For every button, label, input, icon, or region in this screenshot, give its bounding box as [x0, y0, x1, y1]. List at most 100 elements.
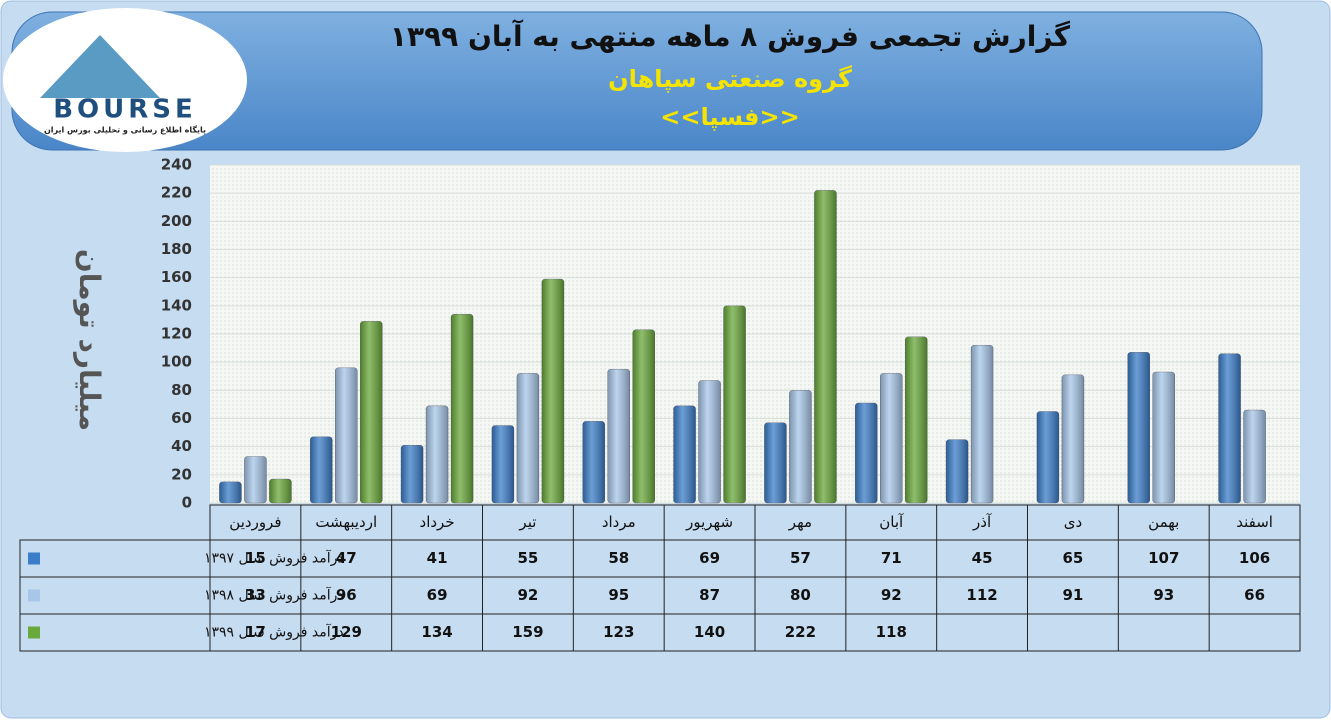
logo-tagline: پایگاه اطلاع رسانی و تحلیلی بورس ایران [44, 125, 206, 136]
table-value: 96 [336, 586, 357, 604]
bar [905, 336, 928, 504]
bar [244, 456, 267, 504]
bar [360, 321, 383, 504]
bar [219, 481, 242, 504]
bar [516, 373, 540, 504]
bar [880, 373, 903, 504]
bar [1152, 371, 1175, 504]
bar [269, 478, 292, 504]
bar [400, 445, 424, 504]
table-value: 95 [608, 586, 629, 604]
x-tick-label: شهریور [685, 513, 733, 531]
bar [541, 278, 565, 504]
x-tick-label: مهر [788, 513, 812, 531]
x-tick-label: اسفند [1236, 513, 1273, 531]
x-tick-label: تیر [518, 513, 536, 531]
table-value: 93 [1153, 586, 1174, 604]
y-tick-label: 100 [161, 353, 192, 371]
y-tick-label: 140 [161, 296, 192, 314]
x-tick-label: دی [1064, 513, 1082, 531]
bar [607, 369, 630, 504]
y-tick-label: 40 [171, 437, 192, 455]
chart-subtitle: گروه صنعتی سپاهان [608, 65, 852, 93]
table-value: 69 [427, 586, 448, 604]
logo-name: BOURSE [53, 95, 197, 125]
table-value: 106 [1239, 549, 1270, 567]
table-value: 107 [1148, 549, 1179, 567]
x-tick-label: خرداد [420, 513, 455, 531]
bar [764, 422, 787, 504]
bar [632, 329, 655, 504]
chart-title: گزارش تجمعی فروش ۸ ماهه منتهی به آبان ۱۳… [390, 19, 1071, 53]
bar [814, 190, 837, 504]
table-background [19, 539, 1301, 652]
bar [335, 367, 358, 504]
table-value: 33 [245, 586, 266, 604]
legend-label: درآمد فروش سال ۱۳۹۷ [204, 550, 344, 567]
y-tick-label: 60 [171, 409, 192, 427]
table-value: 71 [881, 549, 902, 567]
table-value: 80 [790, 586, 811, 604]
bar [970, 345, 994, 504]
logo-shape [40, 35, 160, 98]
y-tick-label: 80 [171, 381, 192, 399]
table-value: 91 [1062, 586, 1083, 604]
bar [310, 436, 333, 504]
table-value: 66 [1244, 586, 1265, 604]
table-value: 55 [517, 549, 538, 567]
table-value: 140 [694, 623, 725, 641]
bar [673, 405, 696, 504]
bar [855, 402, 878, 504]
table-value: 58 [608, 549, 629, 567]
bar [582, 421, 605, 504]
bar [723, 305, 746, 504]
y-tick-label: 220 [161, 184, 192, 202]
x-tick-label: آذر [972, 513, 992, 531]
x-tick-label: فروردین [229, 513, 281, 531]
table-value: 45 [972, 549, 993, 567]
legend-swatch [28, 552, 40, 565]
table-value: 17 [245, 623, 266, 641]
table-value: 222 [785, 623, 816, 641]
bar [698, 380, 721, 504]
y-tick-label: 120 [161, 325, 192, 343]
y-tick-label: 180 [161, 240, 192, 258]
table-value: 69 [699, 549, 720, 567]
bar [1127, 352, 1150, 504]
bar [491, 425, 515, 504]
bar [450, 314, 474, 504]
table-value: 47 [336, 549, 357, 567]
table-value: 123 [603, 623, 634, 641]
x-tick-label: آبان [879, 513, 904, 531]
bar [425, 405, 449, 504]
x-tick-label: مرداد [602, 513, 636, 531]
bar [789, 390, 812, 504]
y-tick-label: 20 [171, 465, 192, 483]
y-tick-label: 200 [161, 212, 192, 230]
y-axis-label: میلیارد تومان [73, 249, 106, 431]
bar [1061, 374, 1085, 504]
table-value: 41 [427, 549, 448, 567]
bar [1218, 353, 1241, 504]
table-value: 87 [699, 586, 720, 604]
table-value: 92 [517, 586, 538, 604]
table-value: 159 [512, 623, 543, 641]
symbol: <<فسپا>> [660, 103, 799, 131]
legend-swatch [28, 589, 40, 602]
table-value: 129 [331, 623, 362, 641]
y-tick-label: 160 [161, 268, 192, 286]
table-value: 118 [876, 623, 907, 641]
legend-label: درآمد فروش سال ۱۳۹۸ [204, 587, 344, 604]
bar [945, 439, 969, 504]
table-value: 65 [1062, 549, 1083, 567]
bar [1243, 409, 1266, 504]
table-value: 134 [421, 623, 452, 641]
x-tick-label: بهمن [1148, 513, 1179, 531]
table-value: 15 [245, 549, 266, 567]
legend-label: درآمد فروش سال ۱۳۹۹ [204, 624, 344, 641]
y-tick-label: 240 [161, 156, 192, 174]
bar [1036, 411, 1060, 504]
x-tick-label: اردیبهشت [315, 513, 377, 531]
y-tick-label: 0 [182, 494, 192, 512]
